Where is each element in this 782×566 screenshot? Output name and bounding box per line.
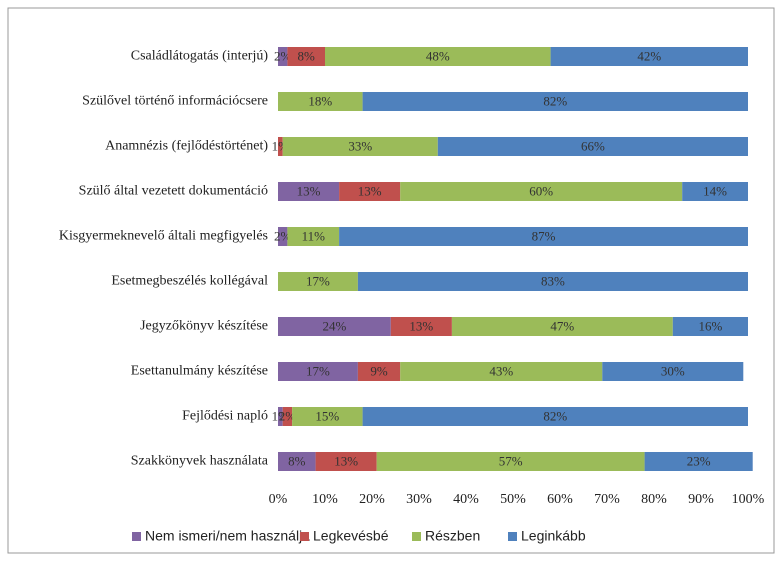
bar-segment bbox=[315, 452, 377, 471]
legend-swatch bbox=[300, 532, 309, 541]
x-tick-label: 10% bbox=[312, 492, 338, 507]
y-tick-label: Esettanulmány készítése bbox=[131, 364, 268, 379]
data-label: 13% bbox=[358, 183, 382, 198]
legend-label: Legkevésbé bbox=[313, 528, 389, 544]
bar-segment bbox=[362, 407, 748, 426]
legend-label: Részben bbox=[425, 528, 480, 544]
y-tick-label: Szülő által vezetett dokumentáció bbox=[79, 184, 268, 199]
bar-segment bbox=[390, 317, 452, 336]
bar-segment bbox=[339, 227, 748, 246]
x-tick-label: 90% bbox=[688, 492, 714, 507]
data-label: 11% bbox=[302, 228, 326, 243]
bar-segment bbox=[357, 362, 401, 381]
bar-segment bbox=[400, 362, 603, 381]
x-tick-label: 70% bbox=[594, 492, 620, 507]
y-tick-label: Szülővel történő információcsere bbox=[82, 94, 268, 109]
bar-segment bbox=[278, 137, 283, 156]
bar-segment bbox=[278, 227, 288, 246]
bar-segment bbox=[672, 317, 748, 336]
data-label: 2% bbox=[279, 408, 297, 423]
y-tick-label: Esetmegbeszélés kollégával bbox=[111, 274, 268, 289]
data-label: 33% bbox=[348, 138, 372, 153]
frame bbox=[7, 7, 775, 554]
y-tick-label: Jegyzőkönyv készítése bbox=[140, 319, 268, 334]
x-tick-label: 100% bbox=[732, 492, 765, 507]
y-tick-label: Családlátogatás (interjú) bbox=[131, 49, 269, 64]
x-tick-label: 50% bbox=[500, 492, 526, 507]
bar-segment bbox=[339, 182, 401, 201]
y-tick-label: Fejlődési napló bbox=[182, 409, 268, 424]
data-label: 17% bbox=[306, 273, 330, 288]
data-label: 82% bbox=[543, 93, 567, 108]
bar-segment bbox=[282, 407, 293, 426]
bar-segment bbox=[287, 227, 340, 246]
y-tick-label: Anamnézis (fejlődéstörténet) bbox=[105, 139, 268, 154]
legend-label: Leginkább bbox=[521, 528, 586, 544]
data-label: 18% bbox=[308, 93, 332, 108]
x-tick-label: 30% bbox=[406, 492, 432, 507]
data-label: 9% bbox=[370, 363, 388, 378]
bar-segment bbox=[451, 317, 673, 336]
x-tick-label: 80% bbox=[641, 492, 667, 507]
bar-segment bbox=[278, 452, 316, 471]
data-label: 2% bbox=[274, 48, 292, 63]
bar-segment bbox=[287, 47, 325, 66]
bar-segment bbox=[550, 47, 748, 66]
bar-segment bbox=[278, 272, 358, 291]
data-label: 66% bbox=[581, 138, 605, 153]
bar-segment bbox=[278, 182, 340, 201]
data-label: 17% bbox=[306, 363, 330, 378]
data-label: 13% bbox=[334, 453, 358, 468]
bar-segment bbox=[376, 452, 645, 471]
bar-segment bbox=[362, 92, 748, 111]
data-label: 42% bbox=[637, 48, 661, 63]
legend-swatch bbox=[412, 532, 421, 541]
bar-segment bbox=[278, 362, 358, 381]
x-tick-label: 40% bbox=[453, 492, 479, 507]
data-label: 2% bbox=[274, 228, 292, 243]
legend-swatch bbox=[132, 532, 141, 541]
bar-segment bbox=[278, 92, 363, 111]
data-label: 14% bbox=[703, 183, 727, 198]
x-tick-label: 0% bbox=[269, 492, 288, 507]
x-tick-label: 20% bbox=[359, 492, 385, 507]
data-label: 8% bbox=[288, 453, 306, 468]
bar-segment bbox=[278, 47, 288, 66]
data-label: 23% bbox=[687, 453, 711, 468]
data-label: 15% bbox=[315, 408, 339, 423]
data-label: 8% bbox=[298, 48, 316, 63]
data-label: 16% bbox=[698, 318, 722, 333]
bar-segment bbox=[644, 452, 753, 471]
data-label: 30% bbox=[661, 363, 685, 378]
bar-segment bbox=[278, 317, 391, 336]
bar-segment bbox=[282, 137, 438, 156]
data-label: 47% bbox=[550, 318, 574, 333]
bar-segment bbox=[437, 137, 748, 156]
legend-swatch bbox=[508, 532, 517, 541]
bar-segment bbox=[602, 362, 744, 381]
data-label: 48% bbox=[426, 48, 450, 63]
legend-label: Nem ismeri/nem használja bbox=[145, 528, 310, 544]
y-tick-label: Szakkönyvek használata bbox=[131, 454, 269, 469]
data-label: 13% bbox=[409, 318, 433, 333]
x-tick-label: 60% bbox=[547, 492, 573, 507]
data-label: 13% bbox=[297, 183, 321, 198]
bar-segment bbox=[278, 407, 283, 426]
data-label: 57% bbox=[499, 453, 523, 468]
data-label: 87% bbox=[532, 228, 556, 243]
data-label: 60% bbox=[529, 183, 553, 198]
bar-segment bbox=[682, 182, 748, 201]
bar-segment bbox=[400, 182, 683, 201]
bar-segment bbox=[292, 407, 363, 426]
bar-segment bbox=[325, 47, 551, 66]
data-label: 83% bbox=[541, 273, 565, 288]
y-tick-label: Kisgyermeknevelő általi megfigyelés bbox=[59, 229, 268, 244]
data-label: 24% bbox=[322, 318, 346, 333]
bar-segment bbox=[357, 272, 748, 291]
data-label: 82% bbox=[543, 408, 567, 423]
data-label: 43% bbox=[489, 363, 513, 378]
